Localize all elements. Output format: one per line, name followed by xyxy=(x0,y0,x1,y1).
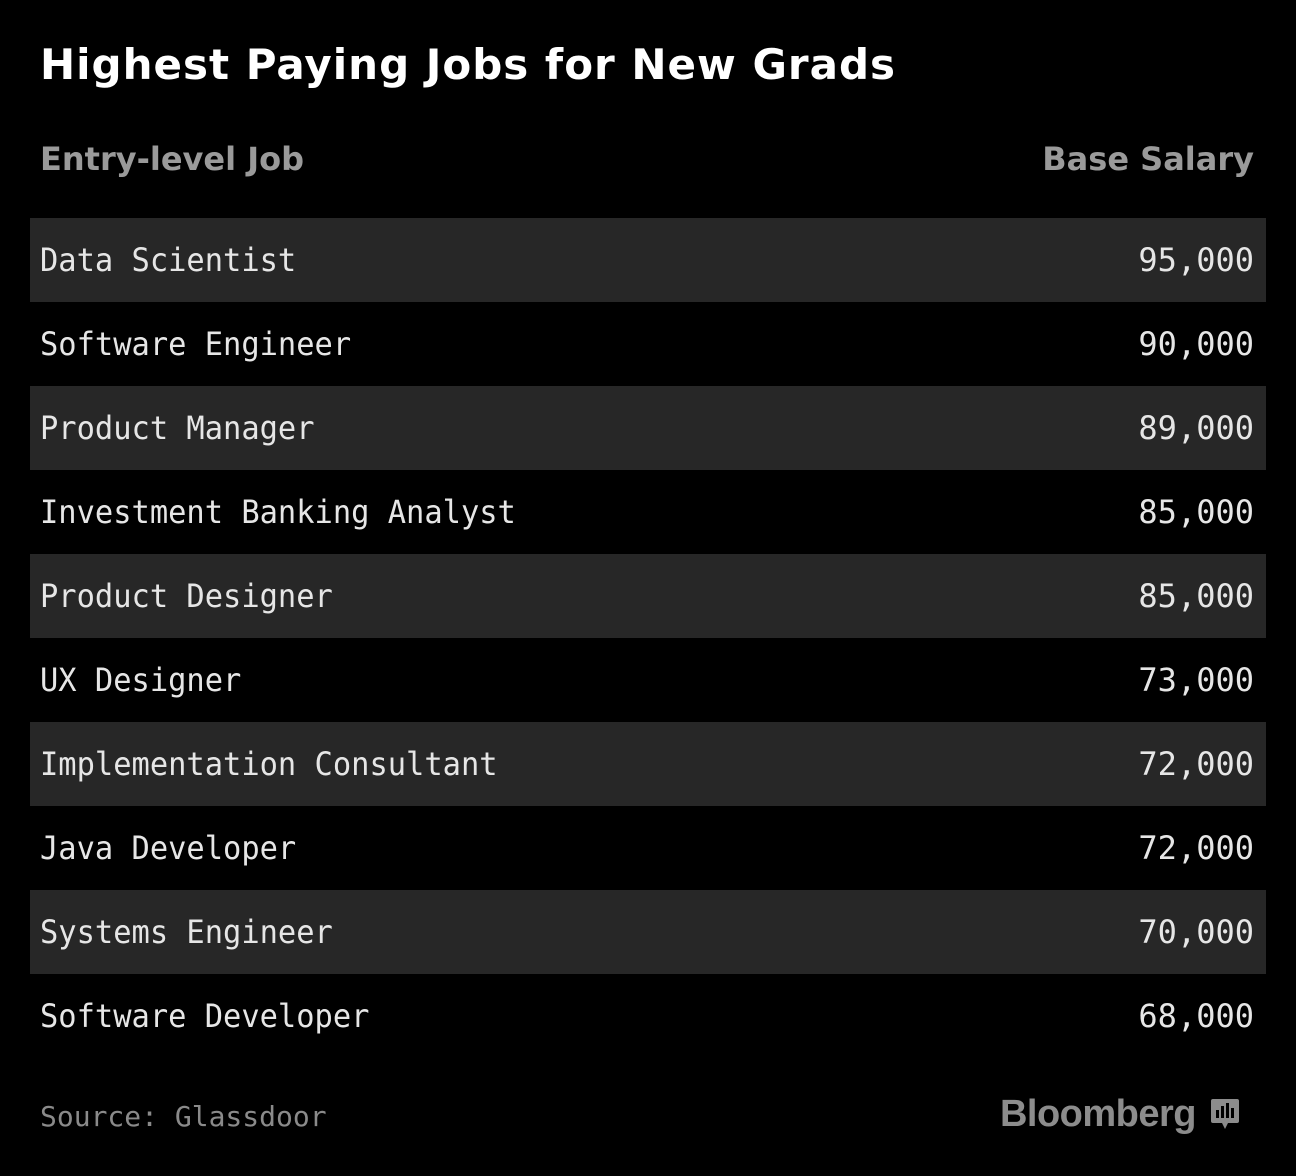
job-title-cell: Java Developer xyxy=(40,829,297,867)
table-header: Entry-level Job Base Salary xyxy=(40,140,1254,184)
job-title-cell: Investment Banking Analyst xyxy=(40,493,516,531)
table-row: Product Designer 85,000 xyxy=(30,554,1266,638)
salary-cell: 95,000 xyxy=(1138,241,1254,279)
job-title-cell: Systems Engineer xyxy=(40,913,333,951)
job-title-cell: Data Scientist xyxy=(40,241,297,279)
table-row: Software Developer 68,000 xyxy=(30,974,1266,1058)
bloomberg-chart-icon xyxy=(1211,1099,1239,1129)
salary-cell: 70,000 xyxy=(1138,913,1254,951)
brand-name: Bloomberg xyxy=(999,1092,1197,1135)
job-title-cell: Software Developer xyxy=(40,997,370,1035)
salary-cell: 72,000 xyxy=(1138,745,1254,783)
salary-cell: 85,000 xyxy=(1138,493,1254,531)
brand-logo: Bloomberg xyxy=(1000,1090,1240,1138)
table-row: Implementation Consultant 72,000 xyxy=(30,722,1266,806)
column-header-job: Entry-level Job xyxy=(40,140,304,178)
salary-cell: 90,000 xyxy=(1138,325,1254,363)
source-note: Source: Glassdoor xyxy=(40,1100,327,1133)
table-row: Product Manager 89,000 xyxy=(30,386,1266,470)
table-row: Java Developer 72,000 xyxy=(30,806,1266,890)
table-row: Systems Engineer 70,000 xyxy=(30,890,1266,974)
salary-cell: 72,000 xyxy=(1138,829,1254,867)
job-title-cell: Software Engineer xyxy=(40,325,352,363)
salary-cell: 73,000 xyxy=(1138,661,1254,699)
job-title-cell: Product Designer xyxy=(40,577,333,615)
salary-cell: 68,000 xyxy=(1138,997,1254,1035)
column-header-salary: Base Salary xyxy=(1042,140,1254,178)
salary-table: Data Scientist 95,000 Software Engineer … xyxy=(30,218,1266,1058)
chart-title: Highest Paying Jobs for New Grads xyxy=(40,40,897,89)
table-row: UX Designer 73,000 xyxy=(30,638,1266,722)
salary-cell: 89,000 xyxy=(1138,409,1254,447)
table-row: Data Scientist 95,000 xyxy=(30,218,1266,302)
job-title-cell: UX Designer xyxy=(40,661,242,699)
table-row: Investment Banking Analyst 85,000 xyxy=(30,470,1266,554)
salary-cell: 85,000 xyxy=(1138,577,1254,615)
table-row: Software Engineer 90,000 xyxy=(30,302,1266,386)
job-title-cell: Implementation Consultant xyxy=(40,745,498,783)
job-title-cell: Product Manager xyxy=(40,409,315,447)
